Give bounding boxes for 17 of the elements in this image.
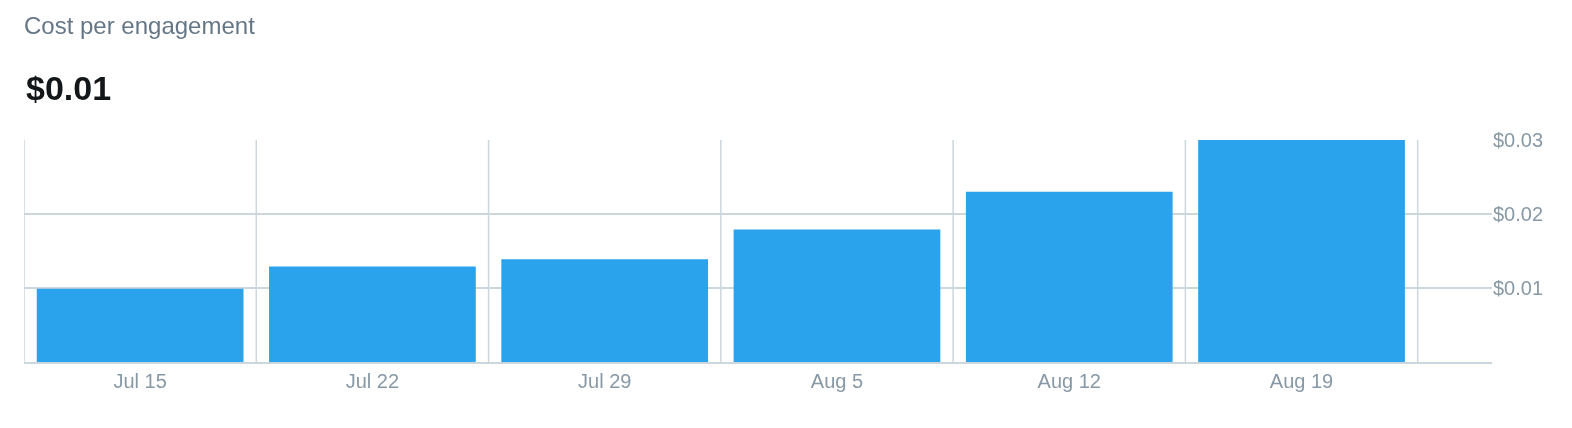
x-tick-label: Jul 22	[345, 370, 400, 392]
x-tick-label: Jul 29	[578, 370, 632, 392]
chart-subtitle: $0.01	[26, 69, 112, 107]
bar	[36, 288, 244, 362]
x-tick-label: Jul 15	[113, 370, 167, 392]
y-tick-label: $0.03	[1493, 129, 1544, 151]
y-tick-label: $0.01	[1493, 277, 1544, 299]
y-tick-label: $0.02	[1493, 203, 1544, 225]
bar	[269, 266, 476, 362]
bar	[733, 229, 941, 362]
x-tick-label: Aug 19	[1269, 370, 1334, 392]
bar	[965, 191, 1173, 362]
bar	[501, 259, 709, 362]
x-tick-label: Aug 5	[810, 370, 864, 392]
x-tick-label: Aug 12	[1037, 370, 1101, 392]
chart-title: Cost per engagement	[24, 11, 256, 39]
bar	[1198, 140, 1405, 362]
